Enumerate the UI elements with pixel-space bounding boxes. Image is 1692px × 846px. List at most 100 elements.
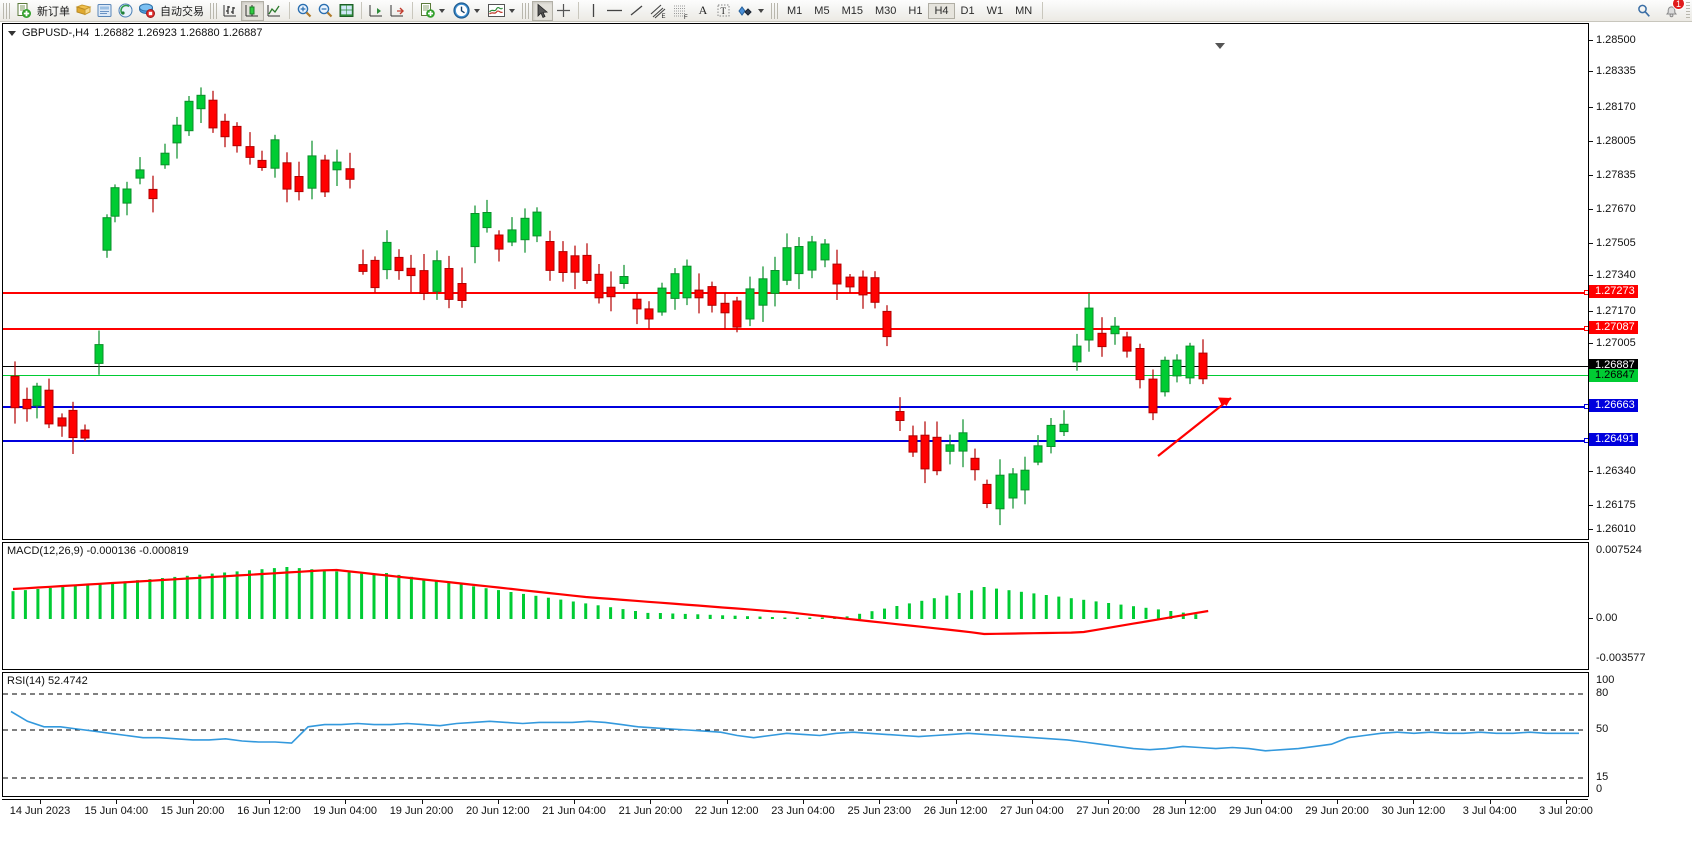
time-tick-mark xyxy=(1489,800,1491,804)
autotrading-icon[interactable] xyxy=(136,1,157,21)
zoom-out-icon[interactable] xyxy=(315,1,336,21)
timeframe-d1[interactable]: D1 xyxy=(960,4,975,17)
timeframe-m30[interactable]: M30 xyxy=(874,4,897,17)
time-tick-mark xyxy=(497,800,499,804)
toolbar-separator xyxy=(289,2,290,19)
svg-text:T: T xyxy=(721,6,727,16)
folder-icon[interactable] xyxy=(73,1,94,21)
timeframe-h4[interactable]: H4 xyxy=(928,2,955,19)
time-tick-mark xyxy=(1337,800,1339,804)
time-tick-label: 25 Jun 23:00 xyxy=(847,805,912,817)
symbol-label: GBPUSD-,H4 xyxy=(22,27,90,39)
chart-menu-caret-icon[interactable] xyxy=(8,30,16,36)
macd-title: MACD(12,26,9) -0.000136 -0.000819 xyxy=(7,545,189,557)
templates-dropdown-caret[interactable] xyxy=(509,8,515,13)
time-tick-label: 22 Jun 12:00 xyxy=(694,805,759,817)
toolbar-separator-2 xyxy=(361,2,362,19)
templates-icon[interactable] xyxy=(485,1,508,21)
new-order-button[interactable]: 新订单 xyxy=(37,5,70,18)
signals-icon[interactable] xyxy=(115,1,136,21)
line-chart-icon[interactable] xyxy=(264,1,285,21)
time-tick-mark xyxy=(879,800,881,804)
toolbar-grip-3[interactable] xyxy=(522,2,529,19)
time-tick-mark xyxy=(192,800,194,804)
price-line-bid[interactable] xyxy=(3,366,1588,367)
rsi-axis[interactable]: 100 80 50 15 0 xyxy=(1588,672,1692,797)
timeframe-h1[interactable]: H1 xyxy=(908,4,923,17)
text-label-icon[interactable]: T xyxy=(713,1,734,21)
price-level-label-resistance-2[interactable]: 1.27087 xyxy=(1589,320,1638,334)
price-tick: 1.27170 xyxy=(1596,305,1636,317)
rsi-tick: 100 xyxy=(1596,674,1615,686)
time-tick-mark xyxy=(1566,800,1567,804)
chart-area: GBPUSD-,H4 1.26882 1.26923 1.26880 1.268… xyxy=(0,23,1692,846)
time-tick-mark xyxy=(1184,800,1186,804)
time-tick-mark xyxy=(650,800,652,804)
toolbar-grip-2[interactable] xyxy=(210,2,217,19)
hline-icon[interactable] xyxy=(603,1,626,21)
shapes-dropdown-caret[interactable] xyxy=(758,8,764,13)
fibonacci-icon[interactable]: F xyxy=(670,1,693,21)
price-pane[interactable]: GBPUSD-,H4 1.26882 1.26923 1.26880 1.268… xyxy=(2,23,1589,540)
time-tick-label: 19 Jun 20:00 xyxy=(389,805,454,817)
price-axis[interactable]: 1.28500 1.28335 1.28170 1.28005 1.27835 … xyxy=(1588,23,1692,540)
rsi-series xyxy=(3,693,1587,779)
chart-shift-icon[interactable] xyxy=(366,1,387,21)
time-tick-label: 3 Jul 04:00 xyxy=(1462,805,1517,817)
time-tick-label: 19 Jun 04:00 xyxy=(313,805,377,817)
time-tick-label: 27 Jun 20:00 xyxy=(1076,805,1140,817)
autotrading-button[interactable]: 自动交易 xyxy=(160,5,204,18)
price-level-label-ask[interactable]: 1.26847 xyxy=(1589,368,1638,382)
search-icon[interactable] xyxy=(1634,1,1654,21)
price-tick: 1.26175 xyxy=(1596,499,1636,511)
time-tick-mark xyxy=(1413,800,1415,804)
trendline-icon[interactable] xyxy=(626,1,647,21)
indicators-dropdown-caret[interactable] xyxy=(439,8,445,13)
price-level-label-bid[interactable]: 1.26887 xyxy=(1589,358,1638,372)
toolbar-overflow-grip[interactable] xyxy=(1686,2,1690,19)
new-order-icon[interactable] xyxy=(13,1,34,21)
timeframe-m5[interactable]: M5 xyxy=(814,4,830,17)
timeframe-m15[interactable]: M15 xyxy=(841,4,863,17)
macd-pane[interactable]: MACD(12,26,9) -0.000136 -0.000819 xyxy=(2,542,1588,670)
auto-scroll-icon[interactable] xyxy=(387,1,408,21)
svg-text:F: F xyxy=(684,15,688,20)
cursor-icon[interactable] xyxy=(532,0,553,21)
news-icon[interactable] xyxy=(94,1,115,21)
price-tick: 1.26010 xyxy=(1596,523,1636,535)
vline-icon[interactable] xyxy=(583,1,603,21)
time-axis[interactable]: 14 Jun 2023 15 Jun 04:00 15 Jun 20:00 16 Ju… xyxy=(2,799,1593,823)
time-tick-mark xyxy=(268,800,270,804)
macd-series xyxy=(11,567,1209,636)
time-tick-label: 23 Jun 04:00 xyxy=(771,805,835,817)
shapes-icon[interactable] xyxy=(734,1,757,21)
time-tick-label: 3 Jul 20:00 xyxy=(1539,805,1593,817)
equidistant-channel-icon[interactable]: E xyxy=(647,1,670,21)
indicators-icon[interactable] xyxy=(417,1,438,21)
alerts-bell-icon[interactable]: 1 xyxy=(1662,0,1685,21)
bar-chart-icon[interactable] xyxy=(220,1,241,21)
timeframe-mn[interactable]: MN xyxy=(1015,4,1033,17)
toolbar-grip-4[interactable] xyxy=(771,2,778,19)
price-tick: 1.27340 xyxy=(1596,269,1636,281)
price-level-label-support-1[interactable]: 1.26663 xyxy=(1589,398,1638,412)
macd-axis[interactable]: 0.007524 0.00 -0.003577 xyxy=(1588,542,1692,670)
text-icon[interactable]: A xyxy=(698,3,708,17)
price-level-label-resistance-1[interactable]: 1.27273 xyxy=(1589,284,1638,298)
time-tick-label: 29 Jun 04:00 xyxy=(1228,805,1293,817)
timeframe-w1[interactable]: W1 xyxy=(986,4,1004,17)
ohlc-values: 1.26882 1.26923 1.26880 1.26887 xyxy=(94,27,263,39)
candlestick-icon[interactable] xyxy=(241,0,264,21)
svg-text:E: E xyxy=(662,14,666,20)
price-line-ask[interactable] xyxy=(3,375,1588,376)
rsi-pane[interactable]: RSI(14) 52.4742 xyxy=(2,672,1588,797)
crosshair-icon[interactable] xyxy=(553,1,574,21)
zoom-in-icon[interactable] xyxy=(294,1,315,21)
data-window-icon[interactable] xyxy=(336,1,357,21)
price-tick: 1.27005 xyxy=(1596,337,1636,349)
periods-dropdown-caret[interactable] xyxy=(474,8,480,13)
price-level-label-support-2[interactable]: 1.26491 xyxy=(1589,432,1638,446)
toolbar-grip[interactable] xyxy=(3,2,10,19)
timeframe-m1[interactable]: M1 xyxy=(787,4,803,17)
periods-icon[interactable] xyxy=(450,1,473,21)
